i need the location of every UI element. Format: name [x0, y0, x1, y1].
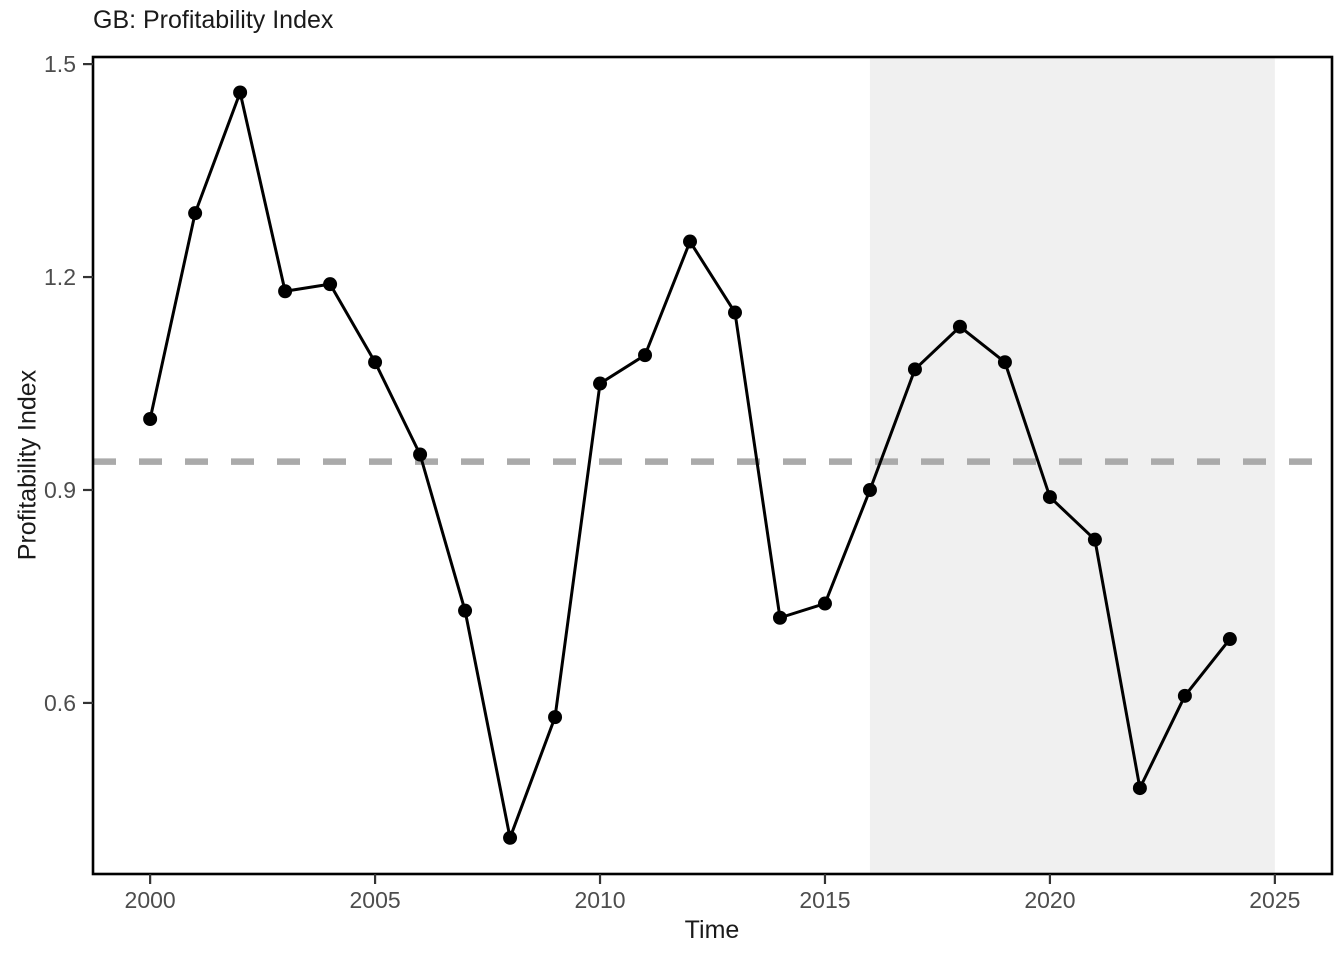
data-point-2016: [862, 482, 877, 497]
panel-border: [91, 55, 1334, 876]
y-axis-title: Profitability Index: [13, 369, 42, 561]
data-point-2013: [727, 305, 742, 320]
data-point-2007: [458, 603, 473, 618]
x-tick-label: 2025: [1249, 887, 1300, 913]
data-point-2002: [233, 85, 248, 100]
data-point-2010: [593, 376, 608, 391]
data-point-2006: [413, 447, 428, 462]
x-tick-label: 2020: [1024, 887, 1075, 913]
data-point-2020: [1042, 490, 1057, 505]
data-point-2018: [952, 319, 967, 334]
x-tick-label: 2005: [349, 887, 400, 913]
x-tick-label: 2010: [574, 887, 625, 913]
data-point-2023: [1177, 688, 1192, 703]
data-point-2024: [1222, 632, 1237, 647]
forecast-shaded-region: [869, 57, 1275, 874]
data-point-2005: [368, 355, 383, 370]
y-tick-label: 0.9: [44, 477, 76, 503]
y-tick-label: 1.2: [44, 264, 76, 290]
y-tick-label: 1.5: [44, 51, 76, 77]
x-tick-label: 2000: [125, 887, 176, 913]
y-tick-label: 0.6: [44, 690, 76, 716]
data-point-2022: [1132, 781, 1147, 796]
data-point-2000: [143, 412, 158, 427]
data-point-2015: [817, 596, 832, 611]
data-point-2008: [503, 830, 518, 845]
data-point-2021: [1087, 532, 1102, 547]
x-tick-label: 2015: [799, 887, 850, 913]
data-point-2017: [907, 362, 922, 377]
data-point-2003: [278, 284, 293, 299]
data-point-2009: [548, 710, 563, 725]
chart-title: GB: Profitability Index: [93, 6, 334, 34]
data-point-2014: [772, 610, 787, 625]
data-point-2019: [997, 355, 1012, 370]
data-point-2011: [638, 348, 653, 363]
x-axis-title: Time: [684, 916, 740, 944]
data-point-2001: [188, 206, 203, 221]
data-point-2012: [683, 234, 698, 249]
data-point-2004: [323, 277, 338, 292]
